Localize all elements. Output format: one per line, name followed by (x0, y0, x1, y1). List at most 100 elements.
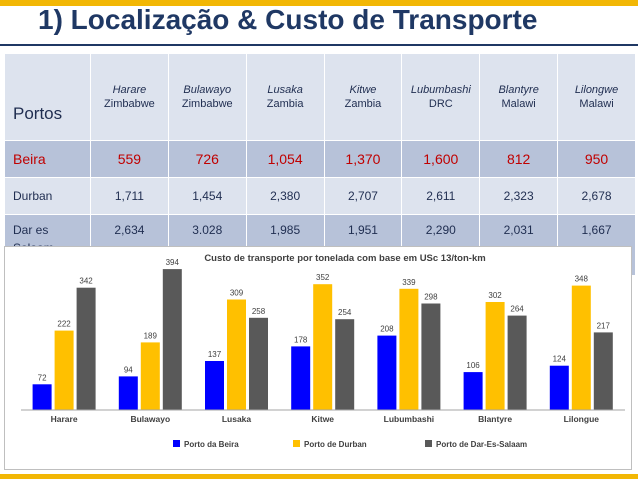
bar-kitwe-1 (291, 346, 311, 410)
bar-value-label: 189 (144, 331, 158, 340)
bar-lubumbashi-3 (421, 303, 441, 410)
bar-blantyre-1 (463, 372, 483, 410)
table-header-row: Portos Harare Zimbabwe Bulawayo Zimbabwe L… (4, 53, 636, 141)
x-tick-label: Blantyre (478, 414, 512, 424)
x-tick-label: Kitwe (311, 414, 334, 424)
bar-lilongue-1 (549, 365, 569, 410)
column-city: Harare (112, 84, 147, 96)
bar-lubumbashi-2 (399, 288, 419, 410)
bar-blantyre-2 (485, 302, 505, 410)
legend-swatch (173, 440, 180, 447)
x-axis-labels: Harare Bulawayo Lusaka Kitwe Lubumbashi Blant… (51, 414, 600, 424)
row-port-name: Durban (4, 177, 91, 215)
column-country: Zambia (266, 98, 304, 110)
table-cell: 1,600 (401, 140, 481, 178)
bar-value-label: 264 (510, 305, 524, 314)
bar-value-label: 258 (252, 307, 266, 316)
x-tick-label: Lusaka (222, 414, 252, 424)
table-cell: 1,054 (245, 140, 325, 178)
table-cell: 2,678 (557, 177, 636, 215)
column-city: Lilongwe (574, 84, 619, 96)
column-country: Zimbabwe (104, 98, 155, 110)
bar-value-label: 339 (402, 278, 416, 287)
column-country: Zambia (344, 98, 382, 110)
column-city: Lusaka (267, 84, 303, 96)
table-cell: 2,611 (401, 177, 481, 215)
legend-swatch (425, 440, 432, 447)
bar-value-label: 342 (79, 277, 93, 286)
chart-title: Custo de transporte por tonelada com bas… (204, 253, 485, 264)
legend-label: Porto de Durban (304, 440, 367, 449)
bar-bulawayo-2 (140, 342, 160, 410)
table-cell: 812 (479, 140, 559, 178)
x-tick-label: Lilongue (564, 414, 600, 424)
bar-value-label: 208 (380, 325, 394, 334)
column-city: Kitwe (349, 84, 377, 96)
x-tick-label: Lubumbashi (384, 414, 435, 424)
table-cell: 2,380 (245, 177, 325, 215)
bar-value-label: 309 (230, 289, 244, 298)
x-tick-label: Harare (51, 414, 78, 424)
bar-value-label: 254 (338, 308, 352, 317)
column-header-harare: Harare Zimbabwe (90, 53, 169, 141)
bar-value-label: 72 (38, 373, 47, 382)
table-row-durban: Durban 1,711 1,454 2,380 2,707 2,611 2,3… (4, 177, 636, 215)
row-port-name: Beira (4, 140, 91, 178)
bottom-accent-bar (0, 474, 638, 479)
bar-harare-2 (54, 330, 74, 410)
bar-value-label: 178 (294, 335, 308, 344)
table-cell: 2,323 (479, 177, 559, 215)
bar-value-label: 302 (488, 291, 502, 300)
column-header-bulawayo: Bulawayo Zimbabwe (167, 53, 247, 141)
column-country: Malawi (579, 98, 614, 110)
column-header-blantyre: Blantyre Malawi (479, 53, 559, 141)
bar-lusaka-1 (205, 361, 224, 410)
bar-lusaka-3 (249, 317, 268, 410)
bar-lubumbashi-1 (377, 335, 397, 410)
bar-value-label: 348 (575, 275, 589, 284)
bar-kitwe-3 (335, 319, 355, 410)
table-cell: 559 (90, 140, 169, 178)
bar-lilongue-2 (571, 285, 591, 410)
bar-harare-3 (76, 287, 96, 410)
top-accent-bar (0, 0, 638, 6)
bar-value-label: 352 (316, 273, 330, 282)
column-header-lilongwe: Lilongwe Malawi (557, 53, 636, 141)
title-underline (0, 44, 638, 46)
chart-legend: Porto da Beira Porto de Durban Porto de Da… (173, 440, 527, 449)
column-city: Blantyre (498, 84, 539, 96)
column-header-lusaka: Lusaka Zambia (245, 53, 325, 141)
bar-bulawayo-1 (118, 376, 138, 410)
row-port-name-line1: Dar es (13, 223, 49, 237)
table-corner-label: Portos (4, 53, 91, 141)
column-header-kitwe: Kitwe Zambia (323, 53, 403, 141)
table-cell: 1,711 (90, 177, 169, 215)
bar-lilongue-3 (593, 332, 613, 410)
column-city: Lubumbashi (410, 84, 471, 96)
slide-title: 1) Localização & Custo de Transporte (38, 4, 538, 35)
column-country: DRC (428, 98, 453, 110)
bar-kitwe-2 (313, 284, 333, 410)
chart-bars: 72 222 342 94 189 394 137 309 258 178 352 254 208 339… (32, 258, 613, 410)
bar-lusaka-2 (227, 299, 246, 410)
bar-bulawayo-3 (162, 269, 182, 410)
column-city: Bulawayo (183, 84, 232, 96)
port-distance-table: Portos Harare Zimbabwe Bulawayo Zimbabwe L… (4, 53, 636, 276)
bar-value-label: 394 (166, 258, 180, 267)
table-cell: 950 (557, 140, 636, 178)
legend-label: Porto de Dar-Es-Salaam (436, 440, 527, 449)
table-cell: 1,370 (323, 140, 403, 178)
table-cell: 2,707 (323, 177, 403, 215)
bar-value-label: 106 (466, 361, 480, 370)
bar-value-label: 94 (124, 365, 133, 374)
chart-canvas: Custo de transporte por tonelada com bas… (21, 253, 625, 449)
bar-value-label: 298 (424, 293, 438, 302)
bar-value-label: 217 (597, 321, 611, 330)
bar-value-label: 137 (208, 350, 222, 359)
legend-swatch (293, 440, 300, 447)
legend-label: Porto da Beira (184, 440, 239, 449)
column-header-lubumbashi: Lubumbashi DRC (401, 53, 481, 141)
column-country: Malawi (501, 98, 536, 110)
transport-cost-chart: Custo de transporte por tonelada com bas… (4, 246, 632, 470)
bar-blantyre-3 (507, 315, 527, 410)
